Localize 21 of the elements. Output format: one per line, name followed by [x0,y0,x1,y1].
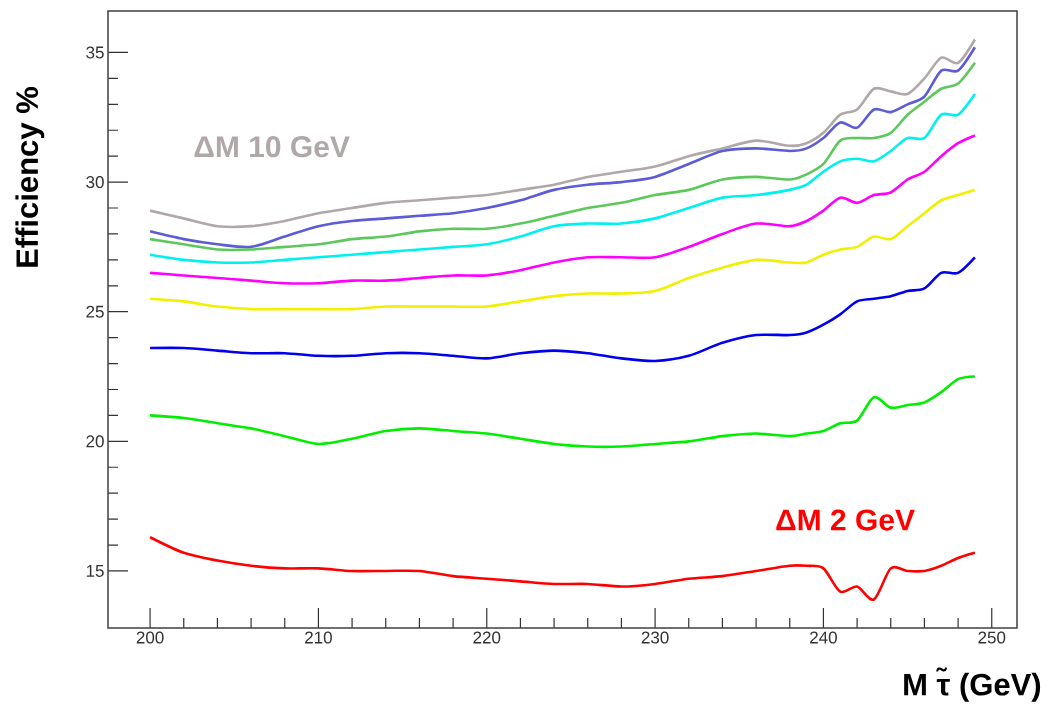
y-tick-label: 30 [86,176,104,189]
line-series [148,375,977,449]
y-axis-title: Efficiency % [15,87,45,267]
line-series [148,188,977,311]
x-tick-label: 240 [810,631,837,644]
x-tick-label: 200 [136,631,164,644]
line-series [148,255,977,363]
x-axis-title: M τ̃ (GeV) [904,667,1041,702]
line-series [148,92,977,265]
series-label: ΔM 2 GeV [776,509,915,531]
x-tick-label: 210 [305,631,332,644]
y-tick-label: 35 [86,46,104,59]
line-series [148,535,977,601]
y-tick-label: 20 [86,435,104,448]
x-tick-label: 230 [641,631,669,644]
line-series [148,134,977,285]
y-tick-label: 15 [86,565,104,577]
x-tick-label: 250 [978,631,1006,644]
series-label: ΔM 10 GeV [194,136,350,158]
y-tick-label: 25 [86,305,104,318]
x-tick-label: 220 [473,631,501,644]
